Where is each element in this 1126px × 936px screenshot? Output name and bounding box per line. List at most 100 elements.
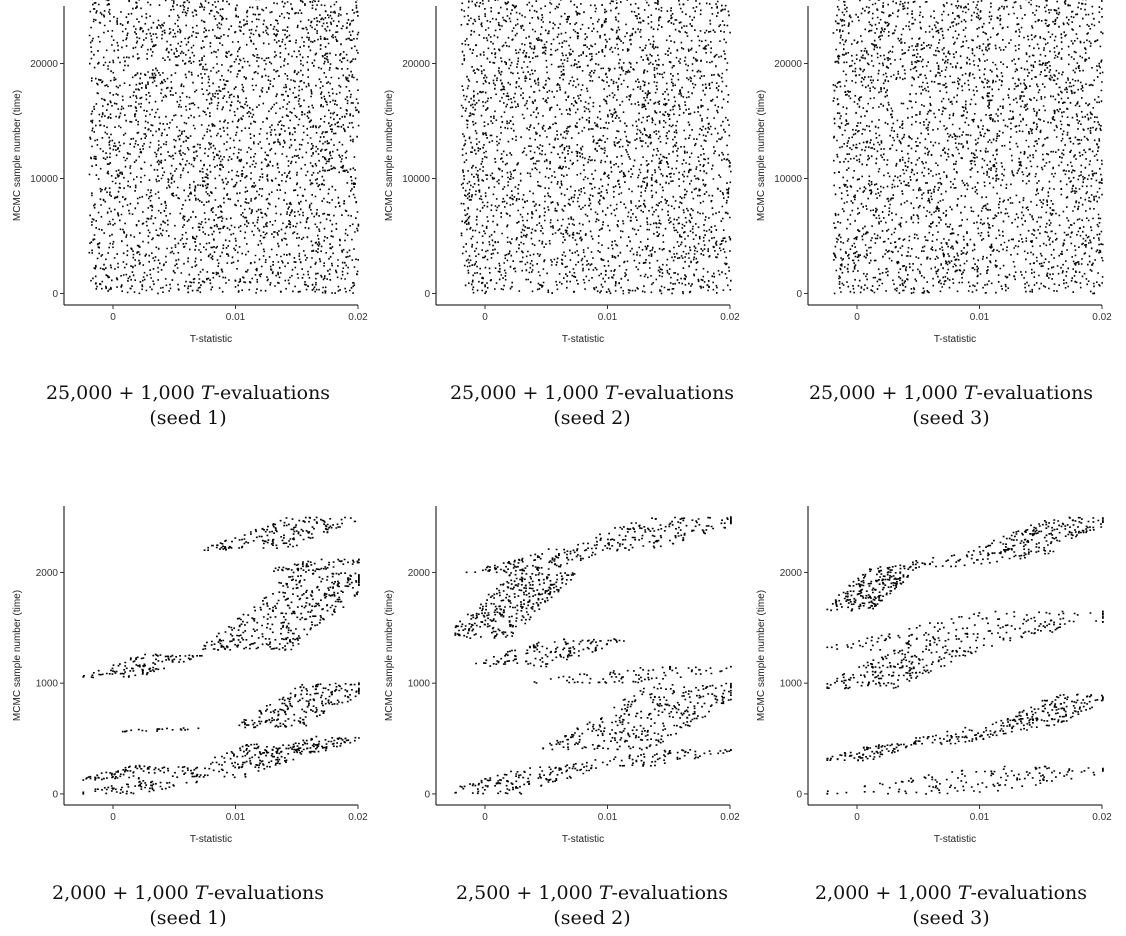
caption-prefix: 2,000 + 1,000: [814, 882, 958, 904]
y-tick-label: 10000: [30, 174, 58, 185]
x-tick-label: 0.02: [720, 312, 740, 323]
x-axis-title: T-statistic: [190, 334, 232, 345]
caption-line-1: 2,000 + 1,000 T-evaluations: [776, 881, 1126, 906]
x-tick-label: 0: [854, 312, 860, 323]
scatter-chart-bottom-middle: 0 0.01 0.02 0 1000 2000 T-statistic MCMC sample…: [384, 506, 740, 845]
x-tick-label: 0: [110, 812, 116, 823]
scatter-points: [88, 0, 360, 295]
y-tick-label: 2000: [408, 568, 431, 579]
caption-bottom-right: 2,000 + 1,000 T-evaluations (seed 3): [776, 881, 1126, 931]
y-axis-title: MCMC sample number (time): [384, 90, 395, 221]
y-tick-label: 2000: [36, 568, 59, 579]
y-tick-label: 1000: [36, 679, 59, 690]
y-axis-title: MCMC sample number (time): [384, 590, 395, 721]
x-tick-label: 0.02: [348, 812, 368, 823]
x-tick-label: 0: [482, 812, 488, 823]
caption-top-right: 25,000 + 1,000 T-evaluations (seed 3): [776, 381, 1126, 431]
caption-variable: T: [957, 882, 971, 904]
y-axis-title: MCMC sample number (time): [756, 90, 767, 221]
x-axis-title: T-statistic: [934, 834, 976, 845]
x-tick-label: 0.02: [720, 812, 740, 823]
x-tick-label: 0.01: [226, 812, 246, 823]
caption-variable: T: [200, 382, 214, 404]
y-tick-label: 10000: [402, 174, 430, 185]
caption-seed: (seed 3): [912, 907, 990, 929]
y-tick-label: 2000: [780, 568, 803, 579]
chart-panel-top-middle: 0 0.01 0.02 0 10000 20000 T-statistic MCMC samp…: [372, 0, 742, 345]
chart-panel-top-right: 0 0.01 0.02 0 10000 20000 T-statistic MCMC samp…: [744, 0, 1114, 345]
y-tick-label: 20000: [774, 59, 802, 70]
caption-bottom-left: 2,000 + 1,000 T-evaluations (seed 1): [0, 881, 376, 931]
chart-panel-bottom-left: 0 0.01 0.02 0 1000 2000 T-statistic MCMC sample…: [0, 500, 370, 845]
x-tick-label: 0.01: [226, 312, 246, 323]
caption-line-1: 25,000 + 1,000 T-evaluations: [776, 381, 1126, 406]
caption-line-1: 2,500 + 1,000 T-evaluations: [404, 881, 780, 906]
x-axis-title: T-statistic: [934, 334, 976, 345]
x-tick-label: 0.02: [348, 312, 368, 323]
y-axis-title: MCMC sample number (time): [12, 590, 23, 721]
caption-prefix: 2,000 + 1,000: [51, 882, 195, 904]
y-tick-label: 0: [52, 789, 58, 800]
caption-seed: (seed 2): [553, 907, 631, 929]
caption-prefix: 2,500 + 1,000: [455, 882, 599, 904]
scatter-points: [82, 516, 360, 795]
caption-variable: T: [194, 882, 208, 904]
caption-suffix: -evaluations: [976, 382, 1094, 404]
caption-line-1: 25,000 + 1,000 T-evaluations: [0, 381, 376, 406]
caption-top-left: 25,000 + 1,000 T-evaluations (seed 1): [0, 381, 376, 431]
x-tick-label: 0: [482, 312, 488, 323]
caption-prefix: 25,000 + 1,000: [449, 382, 605, 404]
x-tick-label: 0.02: [1092, 812, 1112, 823]
y-tick-label: 20000: [402, 59, 430, 70]
caption-line-1: 2,000 + 1,000 T-evaluations: [0, 881, 376, 906]
y-axis-title: MCMC sample number (time): [12, 90, 23, 221]
caption-seed: (seed 3): [912, 407, 990, 429]
scatter-chart-top-left: 0 0.01 0.02 0 10000 20000 T-statistic MCMC samp…: [12, 0, 368, 345]
y-tick-label: 10000: [774, 174, 802, 185]
scatter-points: [454, 516, 732, 795]
scatter-chart-bottom-right: 0 0.01 0.02 0 1000 2000 T-statistic MCMC sample…: [756, 506, 1112, 845]
caption-prefix: 25,000 + 1,000: [808, 382, 964, 404]
scatter-points: [826, 516, 1104, 795]
caption-suffix: -evaluations: [970, 882, 1088, 904]
caption-seed: (seed 1): [149, 407, 227, 429]
x-tick-label: 0.01: [970, 312, 990, 323]
caption-variable: T: [963, 382, 977, 404]
x-tick-label: 0.01: [970, 812, 990, 823]
x-axis-title: T-statistic: [190, 834, 232, 845]
caption-seed: (seed 1): [149, 907, 227, 929]
caption-line-1: 25,000 + 1,000 T-evaluations: [404, 381, 780, 406]
scatter-points: [460, 0, 732, 295]
caption-prefix: 25,000 + 1,000: [45, 382, 201, 404]
y-tick-label: 1000: [408, 679, 431, 690]
chart-panel-top-left: 0 0.01 0.02 0 10000 20000 T-statistic MCMC samp…: [0, 0, 370, 345]
scatter-chart-top-right: 0 0.01 0.02 0 10000 20000 T-statistic MCMC samp…: [756, 0, 1112, 345]
scatter-chart-bottom-left: 0 0.01 0.02 0 1000 2000 T-statistic MCMC sample…: [12, 506, 368, 845]
x-tick-label: 0: [854, 812, 860, 823]
y-tick-label: 20000: [30, 59, 58, 70]
caption-bottom-middle: 2,500 + 1,000 T-evaluations (seed 2): [404, 881, 780, 931]
x-axis-title: T-statistic: [562, 334, 604, 345]
y-tick-label: 0: [424, 789, 430, 800]
y-tick-label: 1000: [780, 679, 803, 690]
caption-suffix: -evaluations: [611, 882, 729, 904]
scatter-points: [832, 0, 1104, 295]
x-tick-label: 0.02: [1092, 312, 1112, 323]
x-tick-label: 0: [110, 312, 116, 323]
x-axis-title: T-statistic: [562, 834, 604, 845]
y-axis-title: MCMC sample number (time): [756, 590, 767, 721]
chart-panel-bottom-middle: 0 0.01 0.02 0 1000 2000 T-statistic MCMC sample…: [372, 500, 742, 845]
caption-suffix: -evaluations: [207, 882, 325, 904]
scatter-chart-top-middle: 0 0.01 0.02 0 10000 20000 T-statistic MCMC samp…: [384, 0, 740, 345]
caption-suffix: -evaluations: [213, 382, 331, 404]
caption-variable: T: [604, 382, 618, 404]
x-tick-label: 0.01: [598, 812, 618, 823]
x-tick-label: 0.01: [598, 312, 618, 323]
y-tick-label: 0: [424, 289, 430, 300]
caption-variable: T: [598, 882, 612, 904]
y-tick-label: 0: [796, 289, 802, 300]
y-tick-label: 0: [796, 789, 802, 800]
caption-top-middle: 25,000 + 1,000 T-evaluations (seed 2): [404, 381, 780, 431]
chart-panel-bottom-right: 0 0.01 0.02 0 1000 2000 T-statistic MCMC sample…: [744, 500, 1114, 845]
caption-suffix: -evaluations: [617, 382, 735, 404]
